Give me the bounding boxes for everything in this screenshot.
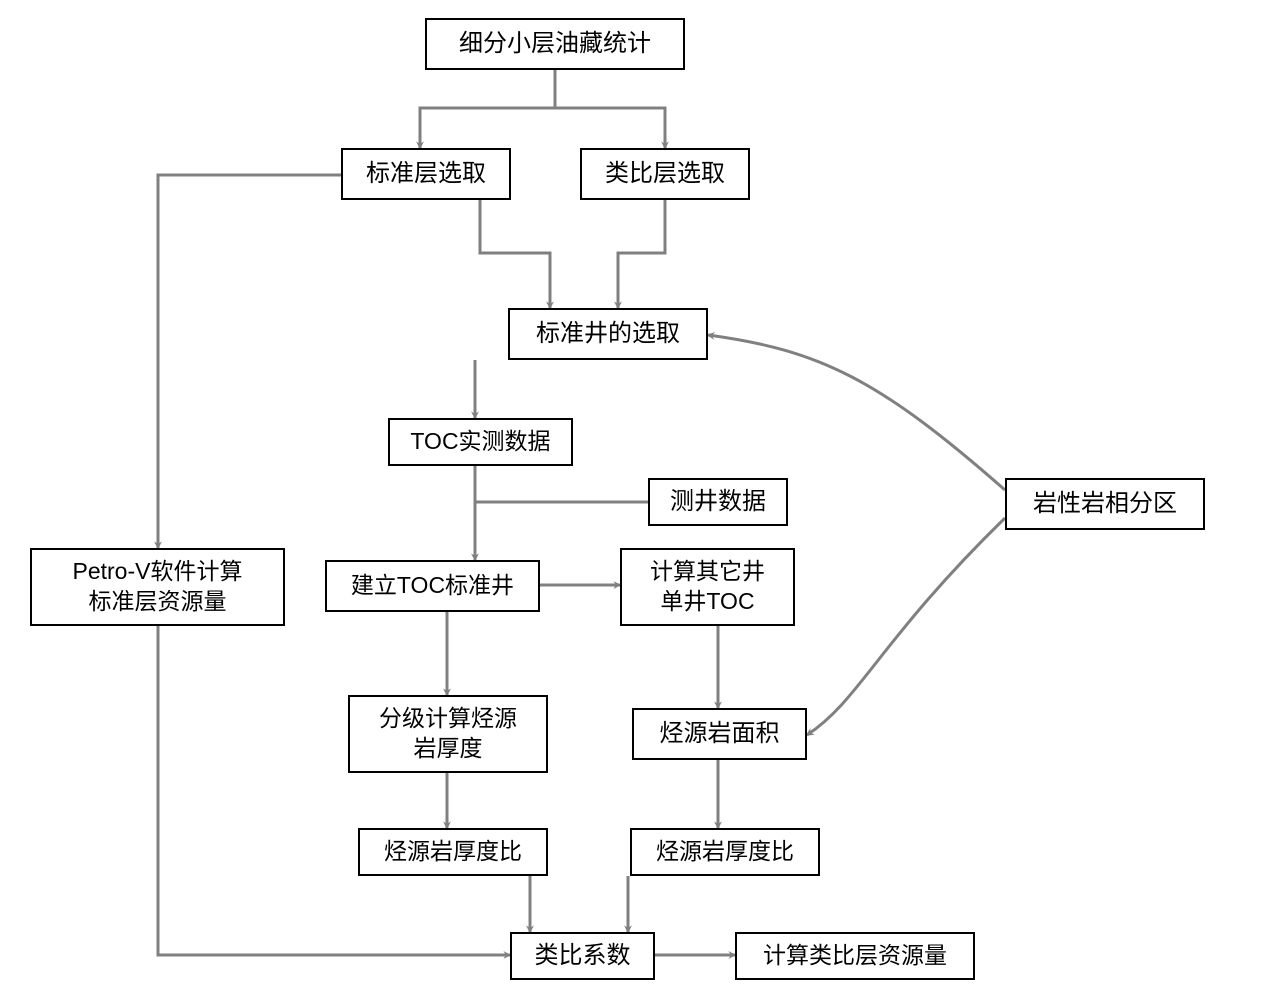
- node-n5: TOC实测数据: [388, 418, 573, 466]
- node-n4: 标准井的选取: [508, 308, 708, 360]
- node-n9: 建立TOC标准井: [325, 560, 540, 612]
- node-n1: 细分小层油藏统计: [425, 18, 685, 70]
- edge-n7-n4: [708, 335, 1005, 490]
- edge-n2-n8: [158, 175, 345, 548]
- edges-group: [158, 70, 1005, 955]
- node-n3: 类比层选取: [580, 148, 750, 200]
- node-n15: 类比系数: [510, 932, 655, 980]
- edge-n1-n2: [420, 70, 555, 148]
- node-n10: 计算其它井 单井TOC: [620, 548, 795, 626]
- flowchart-canvas: 细分小层油藏统计标准层选取 类比层选取标准井的选取 TOC实测数据测井数据 岩性岩相分…: [0, 0, 1283, 1005]
- node-n2: 标准层选取: [341, 148, 511, 200]
- node-n8: Petro-V软件计算 标准层资源量: [30, 548, 285, 626]
- node-n13: 烃源岩厚度比: [358, 828, 548, 876]
- node-n12: 烃源岩面积: [632, 708, 807, 760]
- edge-n7-n12: [807, 518, 1005, 735]
- node-n6: 测井数据: [648, 478, 788, 526]
- node-n14: 烃源岩厚度比: [630, 828, 820, 876]
- edge-n1-n3: [555, 70, 665, 148]
- edge-n2-n4: [480, 200, 550, 308]
- edge-n3-n4: [618, 200, 665, 308]
- edge-n8-n15: [158, 626, 510, 955]
- node-n16: 计算类比层资源量: [735, 932, 975, 980]
- node-n7: 岩性岩相分区: [1005, 478, 1205, 530]
- node-n11: 分级计算烃源 岩厚度: [348, 695, 548, 773]
